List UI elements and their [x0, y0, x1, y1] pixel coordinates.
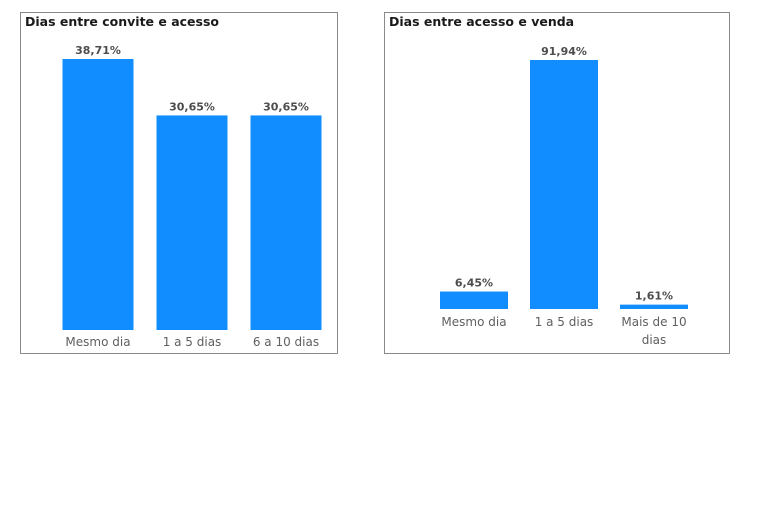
bar[interactable] — [440, 291, 508, 309]
chart-panel-convite-acesso: Dias entre convite e acesso 38,71% Mesmo … — [20, 12, 338, 354]
data-label: 38,71% — [75, 44, 121, 57]
category-label: 1 a 5 dias — [163, 335, 222, 349]
bar[interactable] — [620, 304, 688, 309]
data-label: 30,65% — [169, 100, 215, 113]
chart-title: Dias entre acesso e venda — [389, 14, 575, 29]
category-label: Mais de 10 dias — [621, 315, 686, 347]
category-label: 1 a 5 dias — [535, 315, 594, 329]
bar-chart-convite-acesso: 38,71% Mesmo dia 30,65% 1 a 5 dias 30,65% 6 a… — [62, 44, 322, 349]
bar-chart-acesso-venda: 6,45% Mesmo dia 91,94% 1 a 5 dias 1,61% Mais … — [440, 45, 688, 347]
data-label: 6,45% — [455, 277, 493, 290]
chart-panel-acesso-venda: Dias entre acesso e venda 6,45% Mesmo dia… — [384, 12, 730, 354]
bar[interactable] — [156, 115, 228, 331]
data-label: 1,61% — [635, 290, 673, 303]
chart-title: Dias entre convite e acesso — [25, 14, 219, 29]
category-label: Mesmo dia — [441, 315, 506, 329]
data-label: 91,94% — [541, 45, 587, 58]
category-label: 6 a 10 dias — [253, 335, 319, 349]
bar[interactable] — [62, 59, 134, 330]
bar[interactable] — [250, 115, 322, 331]
category-label: Mesmo dia — [65, 335, 130, 349]
data-label: 30,65% — [263, 100, 309, 113]
bar[interactable] — [530, 60, 598, 309]
